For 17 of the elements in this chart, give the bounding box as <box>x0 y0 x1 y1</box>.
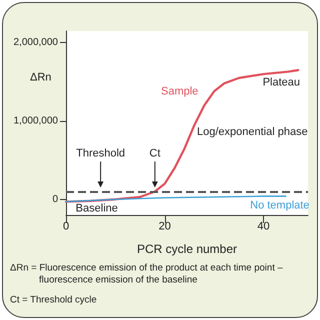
annotation: Threshold <box>76 148 126 160</box>
x-tick-label: 20 <box>158 220 171 232</box>
series-label: Sample <box>160 85 198 98</box>
text: Ct = Threshold cycle <box>10 294 97 306</box>
x-tick-label: 40 <box>257 220 270 232</box>
text: ΔRn = Fluorescence emission of the product at each time point – fluorescence emission of the baseline <box>10 262 284 286</box>
y-tick-label: 2,000,000 <box>14 37 58 48</box>
y-axis-title: ΔRn <box>30 72 52 84</box>
y-tick-label: 1,000,000 <box>14 116 58 127</box>
x-tick-label: 0 <box>62 220 70 232</box>
y-tick-label: 0 <box>52 194 58 205</box>
annotation: Log/exponential phase <box>196 126 308 138</box>
x-axis-title: PCR cycle number <box>136 242 238 256</box>
annotation: Ct <box>149 148 160 160</box>
series-label: No template <box>250 200 310 212</box>
annotation: Baseline <box>76 202 118 215</box>
annotation: Plateau <box>262 76 300 89</box>
